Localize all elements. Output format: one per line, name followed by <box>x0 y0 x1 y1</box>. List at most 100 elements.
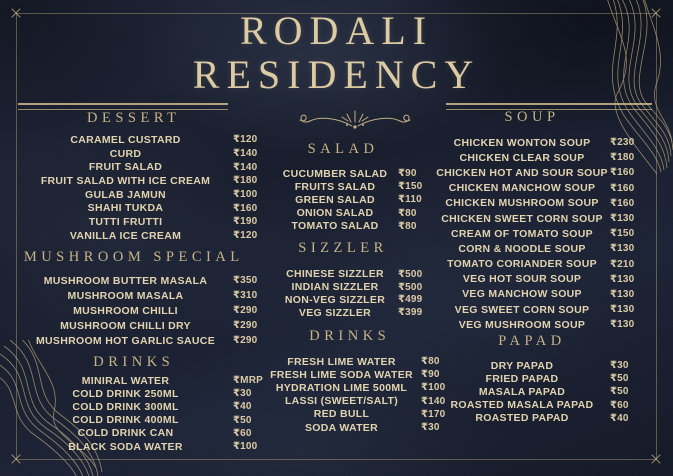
menu-item-price: ₹140 <box>233 161 258 173</box>
drinks-left-items: MINIRAL WATER ₹MRP COLD DRINK 250ML ₹30 … <box>18 374 266 453</box>
menu-item-row: FRUIT SALAD WITH ICE CREAM ₹180 <box>18 174 266 188</box>
menu-item-price: ₹50 <box>610 373 629 385</box>
menu-item-price: ₹120 <box>233 230 258 242</box>
menu-item-name: CURD <box>109 147 142 160</box>
menu-item-row: FRESH LIME WATER ₹80 <box>262 355 454 368</box>
section-title-dessert: DESSERT <box>87 110 181 126</box>
menu-item-row: FRUIT SALAD ₹140 <box>18 160 266 174</box>
menu-item-price: ₹160 <box>610 167 635 179</box>
section-soup: SOUP CHICKEN WONTON SOUP ₹230 CHICKEN CL… <box>434 108 650 332</box>
menu-item-row: CHICKEN SWEET CORN SOUP ₹130 <box>434 211 650 226</box>
menu-item-price: ₹80 <box>398 220 417 232</box>
menu-item-name: MUSHROOM CHILLI <box>73 304 178 317</box>
menu-item-price: ₹60 <box>610 399 629 411</box>
menu-item-row: MUSHROOM CHILLI ₹290 <box>18 303 266 318</box>
menu-item-name: CHICKEN WONTON SOUP <box>453 136 591 149</box>
menu-item-name: MUSHROOM BUTTER MASALA <box>43 274 208 287</box>
menu-item-row: FRUITS SALAD ₹150 <box>272 180 430 193</box>
menu-item-price: ₹90 <box>421 369 440 381</box>
menu-item-name: FRUITS SALAD <box>294 180 376 193</box>
menu-item-price: ₹499 <box>398 294 423 306</box>
section-mushroom-special: MUSHROOM SPECIAL MUSHROOM BUTTER MASALA … <box>18 248 266 348</box>
drinks-middle-items: FRESH LIME WATER ₹80 FRESH LIME SODA WAT… <box>262 355 454 434</box>
menu-item-name: GULAB JAMUN <box>85 188 166 201</box>
menu-item-price: ₹90 <box>398 168 417 180</box>
menu-item-row: CHICKEN MANCHOW SOUP ₹160 <box>434 181 650 196</box>
menu-item-price: ₹150 <box>610 228 635 240</box>
menu-item-name: SODA WATER <box>305 421 378 434</box>
section-title-drinks-left: DRINKS <box>93 354 175 370</box>
menu-item-price: ₹190 <box>233 216 258 228</box>
menu-item-row: CARAMEL CUSTARD ₹120 <box>18 133 266 147</box>
menu-item-name: COLD DRINK 300ML <box>72 400 179 413</box>
menu-item-row: CHINESE SIZZLER ₹500 <box>272 268 430 281</box>
menu-item-name: MASALA PAPAD <box>478 385 566 398</box>
menu-item-row: INDIAN SIZZLER ₹500 <box>272 281 430 294</box>
menu-item-price: ₹100 <box>421 382 446 394</box>
menu-item-name: ROASTED PAPAD <box>475 412 569 425</box>
menu-item-row: TOMATO CORIANDER SOUP ₹210 <box>434 257 650 272</box>
menu-item-row: NON-VEG SIZZLER ₹499 <box>272 294 430 307</box>
menu-item-row: VEG SIZZLER ₹399 <box>272 306 430 319</box>
menu-item-row: SHAHI TUKDA ₹160 <box>18 201 266 215</box>
menu-item-row: HYDRATION LIME 500ML ₹100 <box>262 381 454 394</box>
menu-item-row: COLD DRINK 250ML ₹30 <box>18 387 266 400</box>
menu-item-price: ₹500 <box>398 268 423 280</box>
section-drinks-middle: DRINKS FRESH LIME WATER ₹80 FRESH LIME S… <box>262 327 454 434</box>
menu-item-price: ₹80 <box>398 207 417 219</box>
menu-item-name: CHINESE SIZZLER <box>286 268 384 281</box>
menu-item-name: COLD DRINK 400ML <box>72 414 179 427</box>
menu-item-price: ₹130 <box>610 304 635 316</box>
menu-item-name: TUTTI FRUTTI <box>88 215 163 228</box>
menu-item-price: ₹120 <box>233 134 258 146</box>
menu-item-row: TOMATO SALAD ₹80 <box>272 220 430 233</box>
menu-item-row: VEG SWEET CORN SOUP ₹130 <box>434 302 650 317</box>
menu-item-name: MUSHROOM CHILLI DRY <box>60 319 191 332</box>
menu-item-price: ₹100 <box>233 441 258 453</box>
menu-item-price: ₹230 <box>610 137 635 149</box>
menu-item-name: MUSHROOM MASALA <box>67 289 184 302</box>
menu-item-row: ROASTED PAPAD ₹40 <box>434 412 650 425</box>
section-papad: PAPAD DRY PAPAD ₹30 FRIED PAPAD ₹50 MASA… <box>434 332 650 425</box>
border-frame <box>16 13 657 460</box>
menu-item-price: ₹50 <box>610 386 629 398</box>
menu-item-price: ₹130 <box>610 319 635 331</box>
section-sizzler: SIZZLER CHINESE SIZZLER ₹500 INDIAN SIZZ… <box>272 239 430 319</box>
menu-item-price: ₹30 <box>610 360 629 372</box>
menu-item-name: VEG SWEET CORN SOUP <box>454 303 590 316</box>
menu-item-price: ₹40 <box>610 412 629 424</box>
menu-item-price: ₹160 <box>610 182 635 194</box>
menu-item-name: CUCUMBER SALAD <box>282 167 388 180</box>
menu-item-price: ₹100 <box>233 189 258 201</box>
menu-item-name: RED BULL <box>313 408 370 421</box>
menu-item-row: ROASTED MASALA PAPAD ₹60 <box>434 399 650 412</box>
mushroom-items: MUSHROOM BUTTER MASALA ₹350 MUSHROOM MAS… <box>18 273 266 348</box>
menu-item-name: CARAMEL CUSTARD <box>70 133 181 146</box>
menu-item-row: MUSHROOM HOT GARLIC SAUCE ₹290 <box>18 333 266 348</box>
menu-item-row: MASALA PAPAD ₹50 <box>434 385 650 398</box>
menu-item-row: FRIED PAPAD ₹50 <box>434 372 650 385</box>
section-dessert: DESSERT CARAMEL CUSTARD ₹120 CURD ₹140 F… <box>18 109 266 243</box>
menu-item-name: CORN & NOODLE SOUP <box>458 242 586 255</box>
restaurant-name-line2: RESIDENCY <box>192 52 481 97</box>
menu-item-price: ₹160 <box>610 197 635 209</box>
menu-item-price: ₹140 <box>233 148 258 160</box>
menu-item-name: CHICKEN CLEAR SOUP <box>459 151 585 164</box>
menu-item-name: GREEN SALAD <box>295 193 375 206</box>
menu-item-row: CREAM OF TOMATO SOUP ₹150 <box>434 226 650 241</box>
menu-item-row: TUTTI FRUTTI ₹190 <box>18 215 266 229</box>
menu-item-row: VEG HOT SOUR SOUP ₹130 <box>434 272 650 287</box>
menu-item-row: MINIRAL WATER ₹MRP <box>18 374 266 387</box>
menu-item-price: ₹290 <box>233 320 258 331</box>
menu-item-name: NON-VEG SIZZLER <box>284 293 386 306</box>
menu-item-name: FRIED PAPAD <box>485 372 559 385</box>
menu-item-name: CHICKEN SWEET CORN SOUP <box>441 212 603 225</box>
menu-item-name: FRUIT SALAD WITH ICE CREAM <box>40 174 211 187</box>
menu-item-name: CHICKEN MUSHROOM SOUP <box>445 197 599 210</box>
menu-item-price: ₹30 <box>421 422 440 434</box>
section-title-mushroom-special: MUSHROOM SPECIAL <box>23 249 244 265</box>
menu-item-name: HYDRATION LIME 500ML <box>275 381 408 394</box>
menu-item-row: CHICKEN MUSHROOM SOUP ₹160 <box>434 196 650 211</box>
menu-item-name: MINIRAL WATER <box>81 374 170 387</box>
